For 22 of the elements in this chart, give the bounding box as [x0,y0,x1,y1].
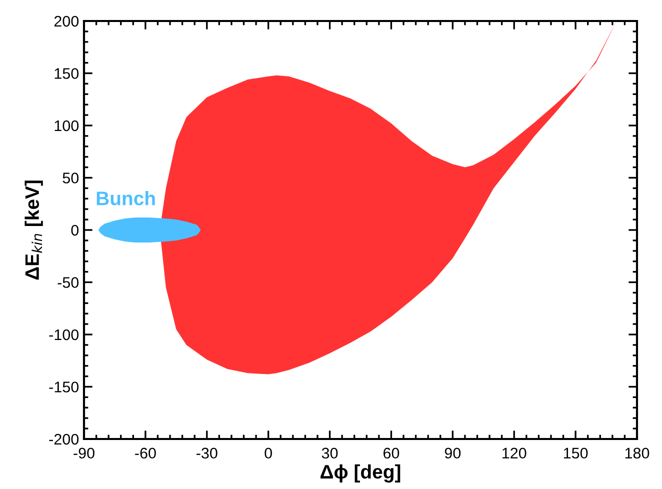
x-tick-label: -60 [135,448,156,459]
x-tick-label: -90 [74,448,94,459]
x-tick-label: 120 [502,448,526,459]
x-tick-label: -30 [196,448,218,459]
x-tick-label: 150 [564,448,588,459]
x-tick-label: 180 [625,448,650,459]
y-tick-label: 0 [71,224,79,236]
x-tick-label: 0 [264,448,272,459]
y-tick-label: 100 [54,120,79,132]
x-tick-label: 30 [322,448,338,459]
y-tick-label: 150 [54,68,79,79]
legend-label: Bunch [96,191,155,206]
y-tick-label: -100 [49,329,79,340]
x-tick-label: 60 [384,448,400,459]
y-tick-label: -150 [49,382,79,392]
x-tick-label: 90 [444,448,461,459]
x-axis-title: Δϕ [deg] [320,464,400,483]
y-tick-label: -200 [49,434,79,445]
y-tick-label: -50 [58,277,79,288]
y-tick-label: 200 [54,16,79,27]
y-axis-title: ΔE$_{kin}$ [keV] [24,180,43,280]
y-tick-label: 50 [62,172,79,184]
